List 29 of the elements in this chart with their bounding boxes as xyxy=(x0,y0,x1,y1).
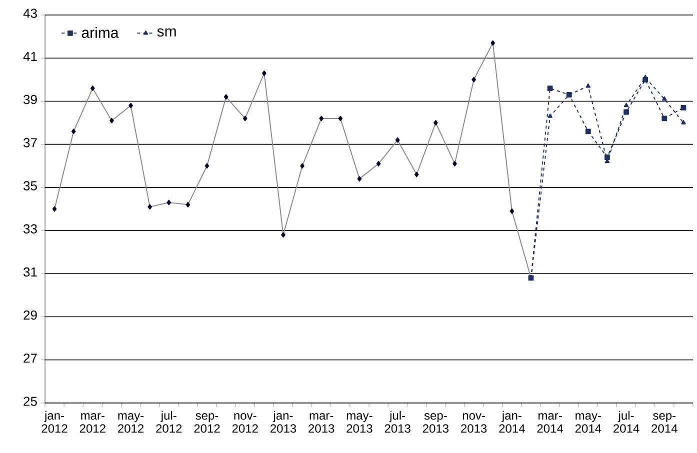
x-tick-label: may-2014 xyxy=(575,413,602,433)
x-tick-label: nov-2013 xyxy=(461,413,487,433)
x-tick-label: sep-2012 xyxy=(194,413,220,433)
x-tick-label: mar-2014 xyxy=(537,413,564,433)
y-tick-label: 37 xyxy=(24,138,37,148)
x-tick-label: mar-2012 xyxy=(80,413,106,433)
x-tick-label: nov-2012 xyxy=(232,413,258,433)
y-tick-label: 39 xyxy=(24,94,37,104)
y-tick-label: 31 xyxy=(24,267,37,277)
y-tick-label: 27 xyxy=(24,354,37,363)
x-tick-label: sep-2013 xyxy=(422,413,449,433)
y-tick-label: 25 xyxy=(24,396,37,406)
x-tick-label: jul-2012 xyxy=(156,410,182,433)
x-tick-label: jul-2014 xyxy=(614,410,640,433)
x-tick-label: jul-2013 xyxy=(384,410,410,433)
x-tick-label: mar-2013 xyxy=(308,413,334,433)
x-tick-label: may-2012 xyxy=(118,413,144,433)
y-tick-label: 33 xyxy=(24,224,37,234)
x-tick-label: jan-2012 xyxy=(42,410,68,433)
y-tick-label: 29 xyxy=(24,310,37,320)
x-tick-label: jan-2013 xyxy=(270,410,296,433)
y-tick-label: 43 xyxy=(23,8,37,18)
legend-label: sm xyxy=(157,28,176,37)
x-tick-label: may-2013 xyxy=(346,413,372,433)
legend-label: arima xyxy=(82,26,119,38)
y-tick-label: 41 xyxy=(23,52,37,61)
x-tick-label: sep-2014 xyxy=(652,413,678,433)
x-tick-label: jan-2014 xyxy=(499,410,525,433)
y-tick-label: 35 xyxy=(24,181,37,190)
